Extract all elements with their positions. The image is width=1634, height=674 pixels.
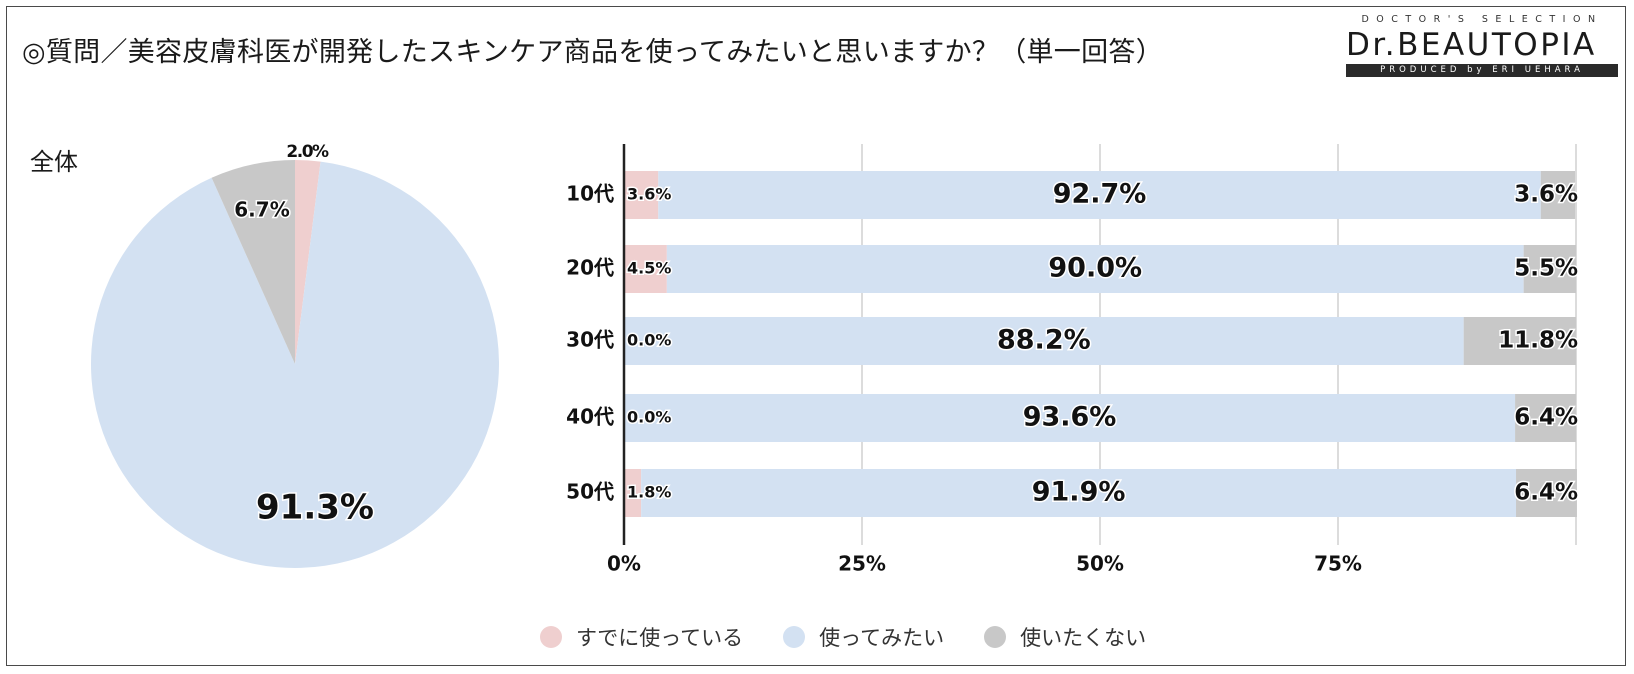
bar-value-label-want: 93.6% — [1023, 402, 1117, 433]
bar-segment-not — [1515, 394, 1576, 442]
bar-value-label-already: 1.8% — [627, 483, 671, 502]
legend-swatch-not — [984, 626, 1007, 648]
bar-segment-want — [624, 317, 1464, 365]
pie-slice-already — [295, 160, 321, 364]
logo-wordmark: Dr.BEAUTOPIA — [1346, 27, 1597, 63]
bar-value-label-not: 11.8% — [1498, 328, 1578, 354]
bar-value-label-not: 6.4% — [1514, 480, 1578, 506]
chart-title: ◎質問／美容皮膚科医が開発したスキンケア商品を使ってみたいと思いますか？（単一回… — [22, 37, 1163, 68]
bar-value-label-want: 88.2% — [997, 325, 1091, 356]
bar-value-label-already: 3.6% — [627, 185, 671, 204]
bar-segment-want — [624, 394, 1516, 442]
bar-value-label-not: 5.5% — [1514, 256, 1578, 282]
category-label: 20代 — [566, 256, 614, 280]
pie-value-label-already: 2.0% — [286, 142, 329, 162]
pie-value-label-not: 6.7% — [234, 198, 289, 222]
bar-segment-already — [624, 469, 642, 517]
bar-segment-already — [624, 171, 659, 219]
x-tick-label: 50% — [1076, 552, 1124, 576]
pie-chart: 2.0% 91.3% 6.7% — [91, 141, 500, 569]
bar-value-label-want: 92.7% — [1053, 179, 1147, 210]
bar-value-label-not: 6.4% — [1514, 405, 1578, 431]
bar-value-label-already: 4.5% — [627, 259, 671, 278]
chart-frame — [6, 6, 1626, 666]
x-tick-label: 25% — [838, 552, 886, 576]
bar-segment-already — [624, 245, 667, 293]
legend-swatch-already — [540, 626, 562, 648]
bar-value-label-want: 90.0% — [1048, 253, 1142, 284]
legend-label-not: 使いたくない — [1020, 626, 1147, 650]
x-tick-label: 75% — [1314, 552, 1362, 576]
bar-segment-not — [1516, 469, 1577, 517]
category-label: 50代 — [566, 480, 614, 504]
category-label: 30代 — [566, 328, 614, 352]
legend-item-not: 使いたくない — [984, 622, 1146, 652]
legend-swatch-want — [783, 626, 806, 648]
category-label: 40代 — [566, 405, 614, 429]
category-label: 10代 — [566, 182, 614, 206]
legend-item-already: すでに使っている — [540, 622, 743, 652]
logo-subline: PRODUCED by ERI UEHARA — [1346, 64, 1618, 77]
bar-segment-want — [641, 469, 1517, 517]
bar-value-label-already: 0.0% — [627, 331, 671, 350]
pie-slice-want — [91, 161, 500, 569]
bar-segment-want — [666, 245, 1524, 293]
legend-label-already: すでに使っている — [576, 626, 744, 650]
logo-tagline: DOCTOR'S SELECTION — [1361, 14, 1603, 25]
bar-segment-not — [1523, 245, 1576, 293]
brand-logo: DOCTOR'S SELECTION Dr.BEAUTOPIA PRODUCED… — [1346, 14, 1618, 77]
pie-title: 全体 — [30, 148, 78, 176]
bar-chart: 10代 3.6% 92.7% 3.6% 20代 4.5% 90.0% 5.5% 30代 0.0% 8… — [566, 144, 1580, 576]
x-tick-label: 0% — [607, 552, 641, 576]
bar-value-label-already: 0.0% — [627, 408, 671, 427]
bar-value-label-not: 3.6% — [1514, 182, 1578, 208]
bar-value-label-want: 91.9% — [1032, 477, 1126, 508]
bar-segment-not — [1463, 317, 1576, 365]
legend-item-want: 使ってみたい — [783, 622, 944, 652]
pie-slice-not — [211, 160, 295, 364]
bar-segment-not — [1540, 171, 1576, 219]
legend-label-want: 使ってみたい — [819, 626, 945, 650]
legend: すでに使っている 使ってみたい 使いたくない — [540, 622, 1146, 652]
bar-segment-want — [658, 171, 1541, 219]
pie-value-label-want: 91.3% — [256, 488, 374, 528]
